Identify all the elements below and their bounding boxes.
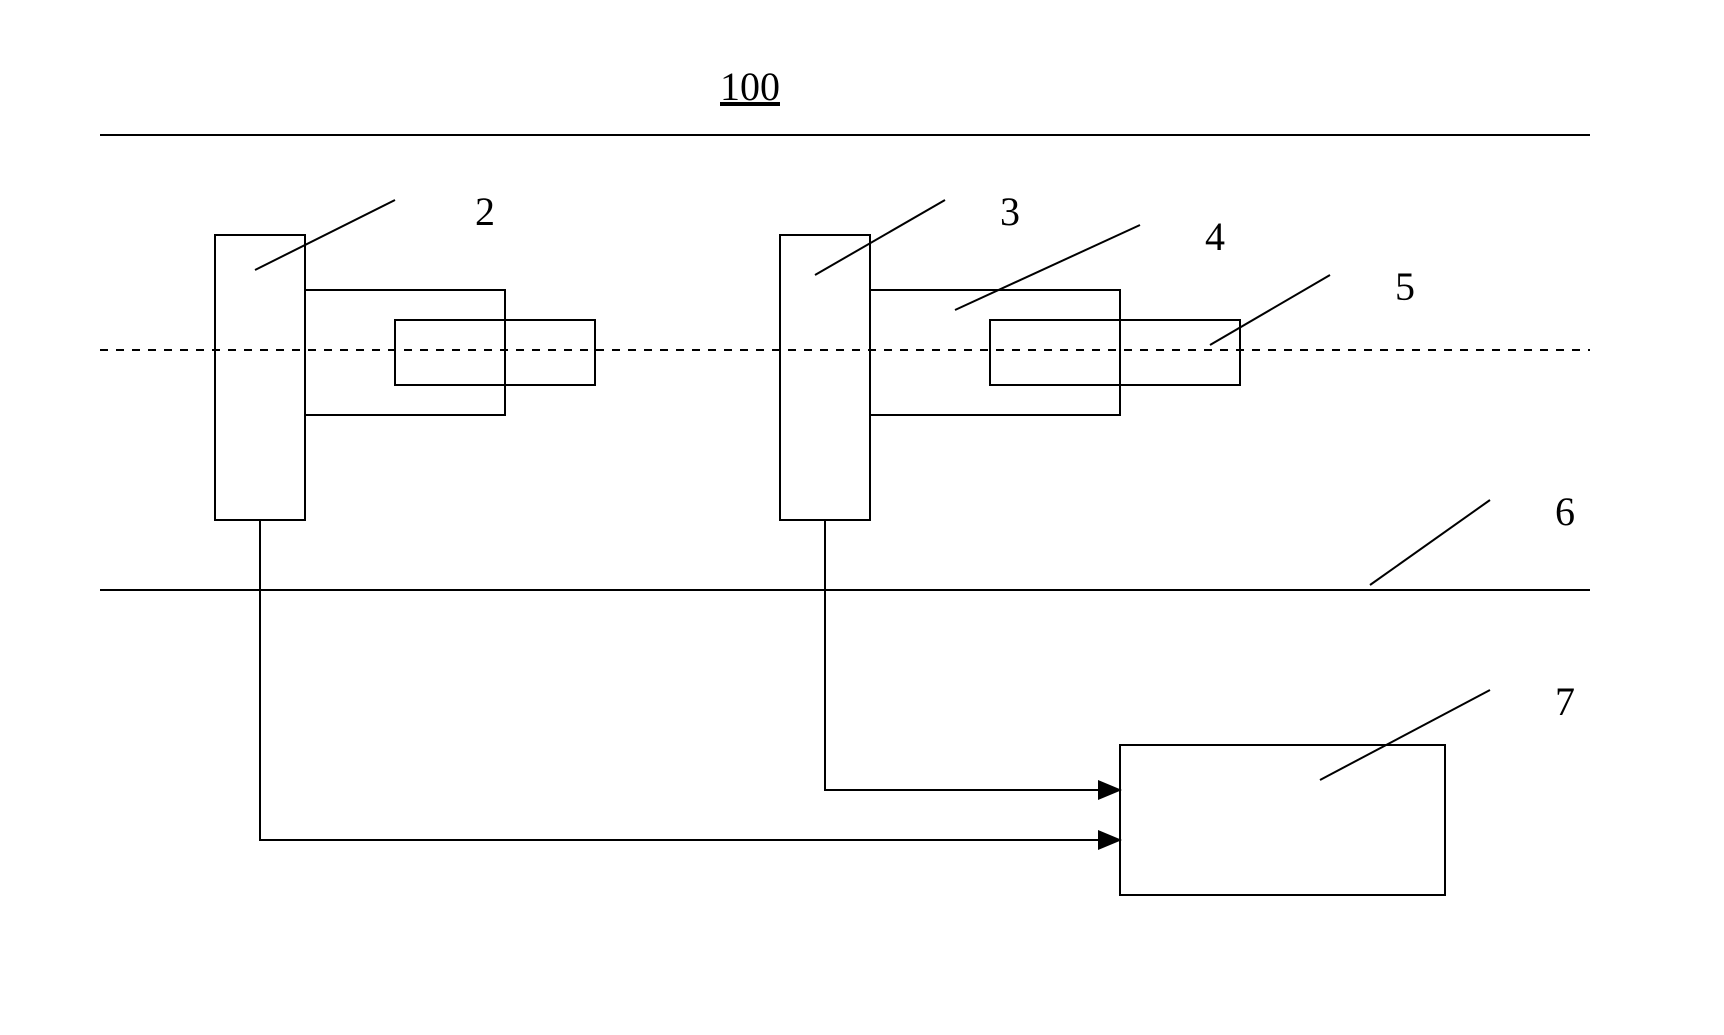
- leader-line-6: [1370, 500, 1490, 585]
- connector-c_from2: [260, 520, 1120, 840]
- block-3-tall: [780, 235, 870, 520]
- figure-title: 100: [720, 64, 780, 109]
- leader-line-5: [1210, 275, 1330, 345]
- connector-c_from3: [825, 520, 1120, 790]
- label-2: 2: [475, 189, 495, 234]
- leader-line-4: [955, 225, 1140, 310]
- block-4-med: [870, 290, 1120, 415]
- schematic-diagram: 100 2 3 4 5 6 7: [0, 0, 1724, 1035]
- block-2-small: [395, 320, 595, 385]
- block-2-tall: [215, 235, 305, 520]
- block-2-med: [305, 290, 505, 415]
- label-4: 4: [1205, 214, 1225, 259]
- leader-line-3: [815, 200, 945, 275]
- block-5-small: [990, 320, 1240, 385]
- label-5: 5: [1395, 264, 1415, 309]
- label-7: 7: [1555, 679, 1575, 724]
- label-3: 3: [1000, 189, 1020, 234]
- label-6: 6: [1555, 489, 1575, 534]
- block-7: [1120, 745, 1445, 895]
- leader-line-7: [1320, 690, 1490, 780]
